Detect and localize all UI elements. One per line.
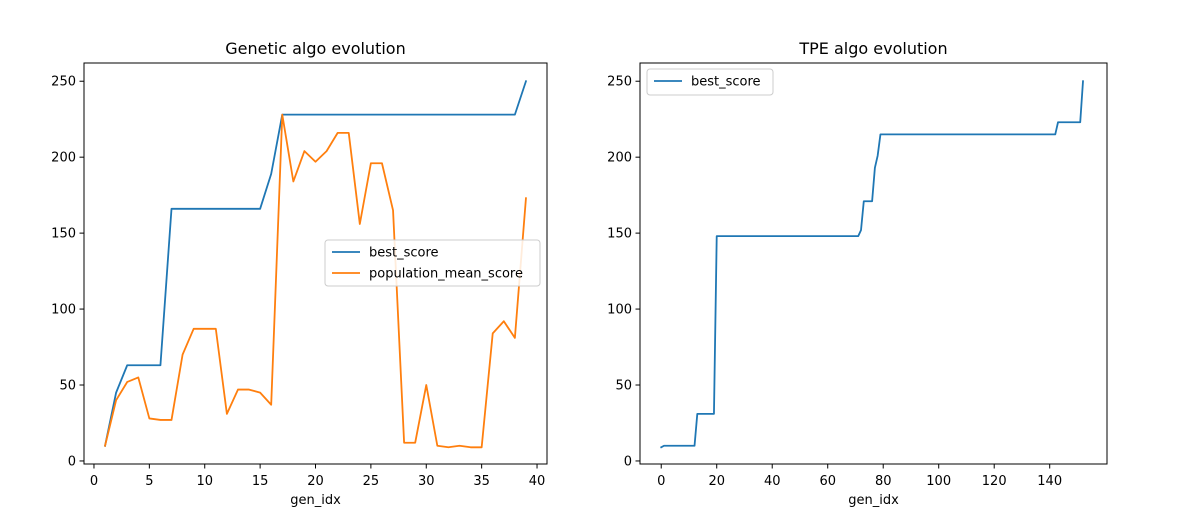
y-tick-label: 150 <box>51 227 76 242</box>
y-tick-label: 150 <box>607 227 632 242</box>
chart-title: Genetic algo evolution <box>225 39 405 58</box>
y-tick-label: 250 <box>51 75 76 90</box>
x-tick-label: 120 <box>982 474 1007 489</box>
x-axis-label: gen_idx <box>848 493 899 508</box>
series-line-population-mean-score <box>103 113 527 449</box>
x-tick-label: 0 <box>657 474 665 489</box>
y-tick-label: 200 <box>51 151 76 166</box>
x-tick-label: 30 <box>418 474 435 489</box>
legend-label: population_mean_score <box>369 267 523 282</box>
y-tick-label: 100 <box>51 303 76 318</box>
x-tick-label: 25 <box>363 474 380 489</box>
y-tick-label: 50 <box>615 379 632 394</box>
y-tick-label: 50 <box>59 379 76 394</box>
x-axis-label: gen_idx <box>290 493 341 508</box>
x-tick-label: 10 <box>196 474 213 489</box>
chart-title: TPE algo evolution <box>798 39 947 58</box>
x-tick-label: 20 <box>307 474 324 489</box>
y-tick-label: 200 <box>607 151 632 166</box>
series-line-best-score <box>103 80 528 447</box>
tpe-chart: TPE algo evolution 0 20 40 60 80 100 120 140 0 50 1… <box>607 39 1108 508</box>
x-tick-label: 60 <box>819 474 836 489</box>
x-tick-label: 35 <box>473 474 490 489</box>
x-tick-label: 40 <box>529 474 546 489</box>
legend-label: best_score <box>691 75 761 90</box>
genetic-chart: Genetic algo evolution 0 5 10 15 20 25 30 35 40 0 5… <box>51 39 548 508</box>
y-tick-label: 100 <box>607 303 632 318</box>
x-tick-label: 80 <box>875 474 892 489</box>
x-tick-label: 140 <box>1037 474 1062 489</box>
legend: best_score population_mean_score <box>324 239 541 287</box>
legend-box <box>646 68 774 96</box>
legend-label: best_score <box>369 246 439 261</box>
plot-frame <box>639 62 1108 465</box>
legend-box <box>324 239 541 287</box>
x-tick-label: 15 <box>252 474 269 489</box>
legend: best_score <box>646 68 774 96</box>
x-tick-label: 5 <box>145 474 153 489</box>
y-tick-label: 250 <box>607 75 632 90</box>
x-tick-label: 20 <box>708 474 725 489</box>
x-tick-label: 40 <box>764 474 781 489</box>
x-tick-label: 0 <box>90 474 98 489</box>
series-line-best-score <box>660 80 1084 449</box>
x-tick-label: 100 <box>926 474 951 489</box>
y-tick-label: 0 <box>624 454 632 469</box>
y-tick-label: 0 <box>68 454 76 469</box>
